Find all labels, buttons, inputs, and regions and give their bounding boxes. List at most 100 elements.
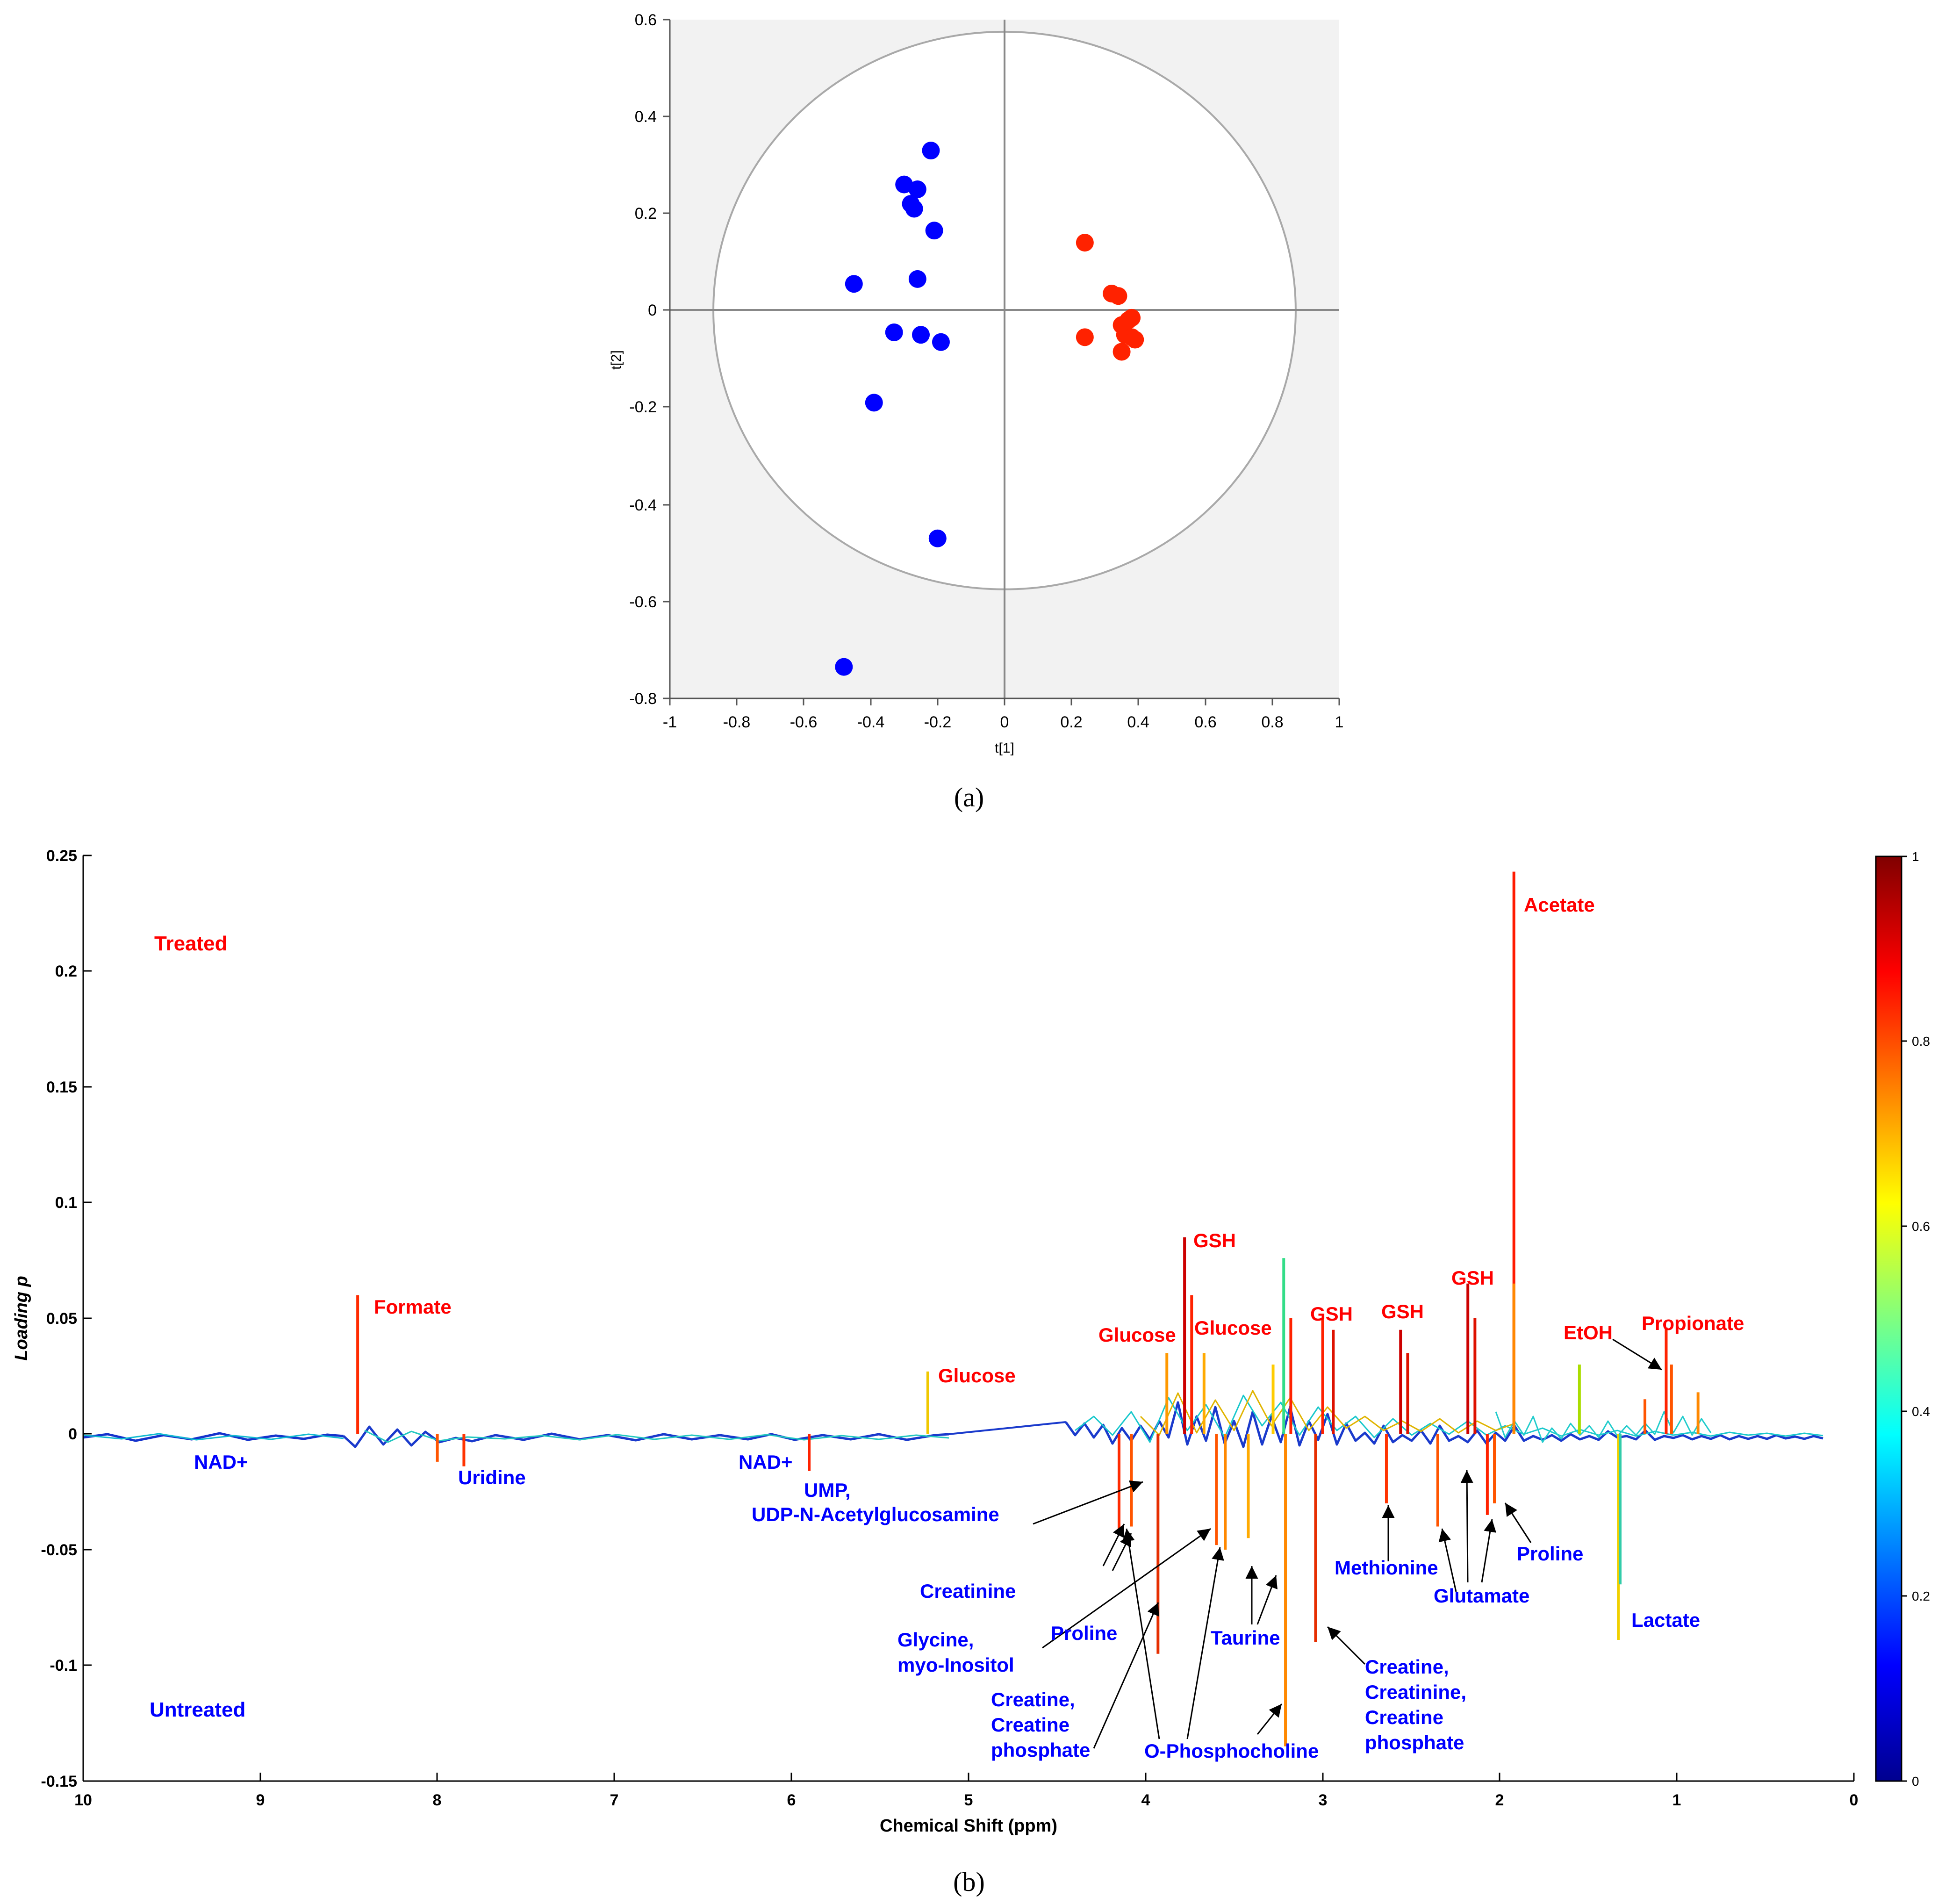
colorbar-gradient	[1875, 855, 1902, 1782]
peak-label: Proline	[1051, 1622, 1117, 1644]
peak-label: Propionate	[1642, 1312, 1744, 1334]
score-point-treated	[1126, 331, 1144, 349]
loading-plot: 0.25 0.2 0.15 0.1 0.05 0 -0.05 -0.1 -0.1…	[12, 847, 1930, 1897]
score-point-treated	[1113, 343, 1131, 361]
colorbar-tick: 0.2	[1912, 1589, 1930, 1603]
y-tick-label: 0.4	[635, 108, 657, 126]
panel-b-caption: (b)	[953, 1867, 985, 1897]
x-ticks: -1 -0.8 -0.6 -0.4 -0.2 0 0.2 0.4 0.6 0.8…	[663, 698, 1343, 731]
score-point-untreated	[845, 275, 863, 293]
peak-label: NAD+	[739, 1451, 793, 1473]
y-axis-label: Loading p	[12, 1276, 31, 1361]
score-point-untreated	[925, 222, 943, 240]
score-point-untreated	[922, 142, 940, 160]
y-axis-label: t[2]	[609, 350, 624, 370]
score-point-treated	[1076, 234, 1094, 252]
y-tick-label: -0.2	[629, 398, 657, 416]
peak-label: GSH	[1381, 1300, 1424, 1322]
colorbar-tick: 0.8	[1912, 1034, 1930, 1049]
y-tick-label: 0.2	[55, 963, 77, 980]
x-tick-label: 0.4	[1127, 713, 1149, 731]
peak-label: GSH	[1193, 1229, 1236, 1251]
score-point-untreated	[895, 175, 913, 194]
x-tick-label: 0.2	[1060, 713, 1082, 731]
score-point-treated	[1076, 328, 1094, 346]
annotation-arrows	[1033, 1338, 1662, 1749]
peak-label: myo-Inositol	[897, 1654, 1014, 1676]
x-axis-label: t[1]	[995, 740, 1014, 756]
score-point-untreated	[928, 529, 947, 547]
peak-label: Uridine	[458, 1466, 526, 1488]
x-tick-label: -0.2	[924, 713, 952, 731]
colorbar-tick: 0.4	[1912, 1404, 1930, 1419]
x-tick-label: 7	[610, 1791, 619, 1809]
peak-label: UDP-N-Acetylglucosamine	[752, 1503, 999, 1525]
y-tick-label: 0.25	[46, 847, 77, 865]
x-axis-label: Chemical Shift (ppm)	[880, 1816, 1057, 1836]
x-tick-label: 8	[433, 1791, 442, 1809]
peak-label: O-Phosphocholine	[1144, 1740, 1319, 1762]
peak-labels: Formate Glucose GSH Glucose Glucose GSH …	[194, 894, 1744, 1762]
peak-label: Glycine,	[897, 1629, 974, 1651]
peak-label: Glucose	[938, 1365, 1016, 1387]
peak-label: EtOH	[1564, 1322, 1613, 1344]
peak-label: Creatinine,	[1365, 1681, 1466, 1703]
score-points	[835, 142, 1144, 676]
y-tick-label: -0.15	[41, 1773, 78, 1790]
x-tick-label: 10	[74, 1791, 92, 1809]
y-tick-label: 0.2	[635, 205, 657, 223]
spectrum-peaks	[356, 871, 1700, 1746]
peak-label: Glucose	[1098, 1324, 1176, 1346]
y-tick-label: 0	[68, 1425, 77, 1443]
score-point-untreated	[908, 270, 926, 288]
y-tick-label: 0.05	[46, 1310, 77, 1328]
peak-label: GSH	[1451, 1267, 1494, 1289]
y-tick-label: -0.05	[41, 1541, 78, 1559]
x-tick-label: 0	[1850, 1791, 1859, 1809]
peak-label: UMP,	[804, 1479, 851, 1501]
peak-label: Creatine,	[1365, 1656, 1449, 1678]
peak-label: Glucose	[1194, 1317, 1272, 1339]
peak-label: phosphate	[1365, 1732, 1464, 1753]
peak-label: Creatinine	[920, 1580, 1016, 1602]
peak-label: Methionine	[1335, 1557, 1438, 1579]
y-ticks: 0.6 0.4 0.2 0 -0.2 -0.4 -0.6 -0.8	[629, 11, 670, 708]
x-tick-label: -0.4	[857, 713, 885, 731]
peak-label: phosphate	[991, 1739, 1090, 1761]
y-tick-label: 0.1	[55, 1194, 77, 1212]
y-tick-label: -0.1	[50, 1657, 77, 1674]
score-point-untreated	[865, 394, 883, 412]
y-ticks: 0.25 0.2 0.15 0.1 0.05 0 -0.05 -0.1 -0.1…	[41, 847, 92, 1790]
peak-label: Glutamate	[1434, 1585, 1529, 1607]
colorbar-tick: 0.6	[1912, 1219, 1930, 1234]
treated-label: Treated	[154, 932, 228, 955]
x-tick-label: -0.6	[790, 713, 818, 731]
peak-label: NAD+	[194, 1451, 248, 1473]
x-tick-label: 6	[787, 1791, 796, 1809]
peak-label: Creatine	[991, 1714, 1069, 1736]
y-tick-label: -0.4	[629, 496, 657, 514]
x-tick-label: 0.6	[1194, 713, 1216, 731]
y-tick-label: 0	[648, 302, 657, 319]
colorbar-tick: 1	[1912, 849, 1919, 864]
x-tick-label: 2	[1495, 1791, 1504, 1809]
score-point-treated	[1109, 287, 1127, 305]
x-tick-label: 9	[256, 1791, 265, 1809]
peak-label: Lactate	[1631, 1609, 1700, 1631]
peak-label: Creatine,	[991, 1688, 1075, 1710]
score-point-untreated	[905, 200, 923, 218]
x-tick-label: -0.8	[723, 713, 751, 731]
peak-label: Proline	[1517, 1543, 1583, 1565]
peak-label: GSH	[1310, 1303, 1353, 1325]
x-ticks: 10 9 8 7 6 5 4 3 2 1 0	[74, 1773, 1858, 1809]
score-point-untreated	[835, 658, 853, 676]
score-point-untreated	[885, 323, 903, 341]
y-tick-label: -0.8	[629, 690, 657, 708]
y-tick-label: 0.15	[46, 1078, 77, 1096]
untreated-label: Untreated	[150, 1698, 245, 1721]
x-tick-label: 0.8	[1261, 713, 1283, 731]
score-point-untreated	[912, 326, 930, 344]
panel-a-caption: (a)	[954, 782, 984, 812]
peak-label: Taurine	[1211, 1627, 1280, 1649]
